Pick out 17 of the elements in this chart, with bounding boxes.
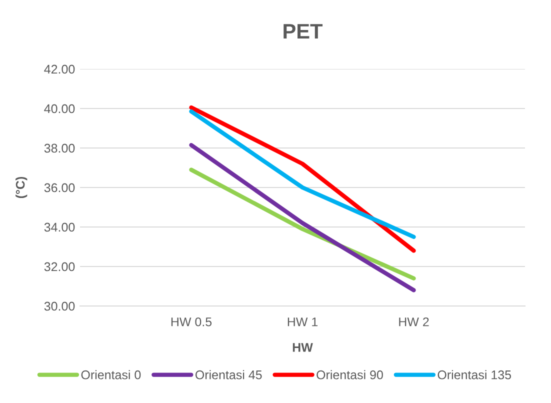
y-axis-title: (°C) (16, 176, 28, 198)
y-tick-label: 30.00 (44, 302, 75, 311)
x-tick-label: HW 1 (288, 318, 318, 326)
x-tick-label: HW 2 (399, 317, 429, 326)
x-tick-label: HW 0.5 (171, 317, 212, 326)
y-tick-label: 42.00 (44, 64, 75, 74)
y-tick-label: 40.00 (44, 104, 75, 114)
y-tick-label: 34.00 (44, 222, 75, 232)
x-axis-title: HW (292, 343, 313, 352)
legend-label: Orientasi 90 (316, 370, 383, 380)
y-tick-label: 38.00 (44, 144, 75, 153)
chart-title: PET (284, 24, 323, 38)
legend-label: Orientasi 45 (196, 370, 262, 380)
y-tick-label: 36.00 (44, 183, 75, 192)
legend-label: Orientasi 135 (438, 370, 512, 380)
legend-label: Orientasi 0 (81, 370, 141, 380)
y-tick-label: 32.00 (44, 262, 75, 272)
